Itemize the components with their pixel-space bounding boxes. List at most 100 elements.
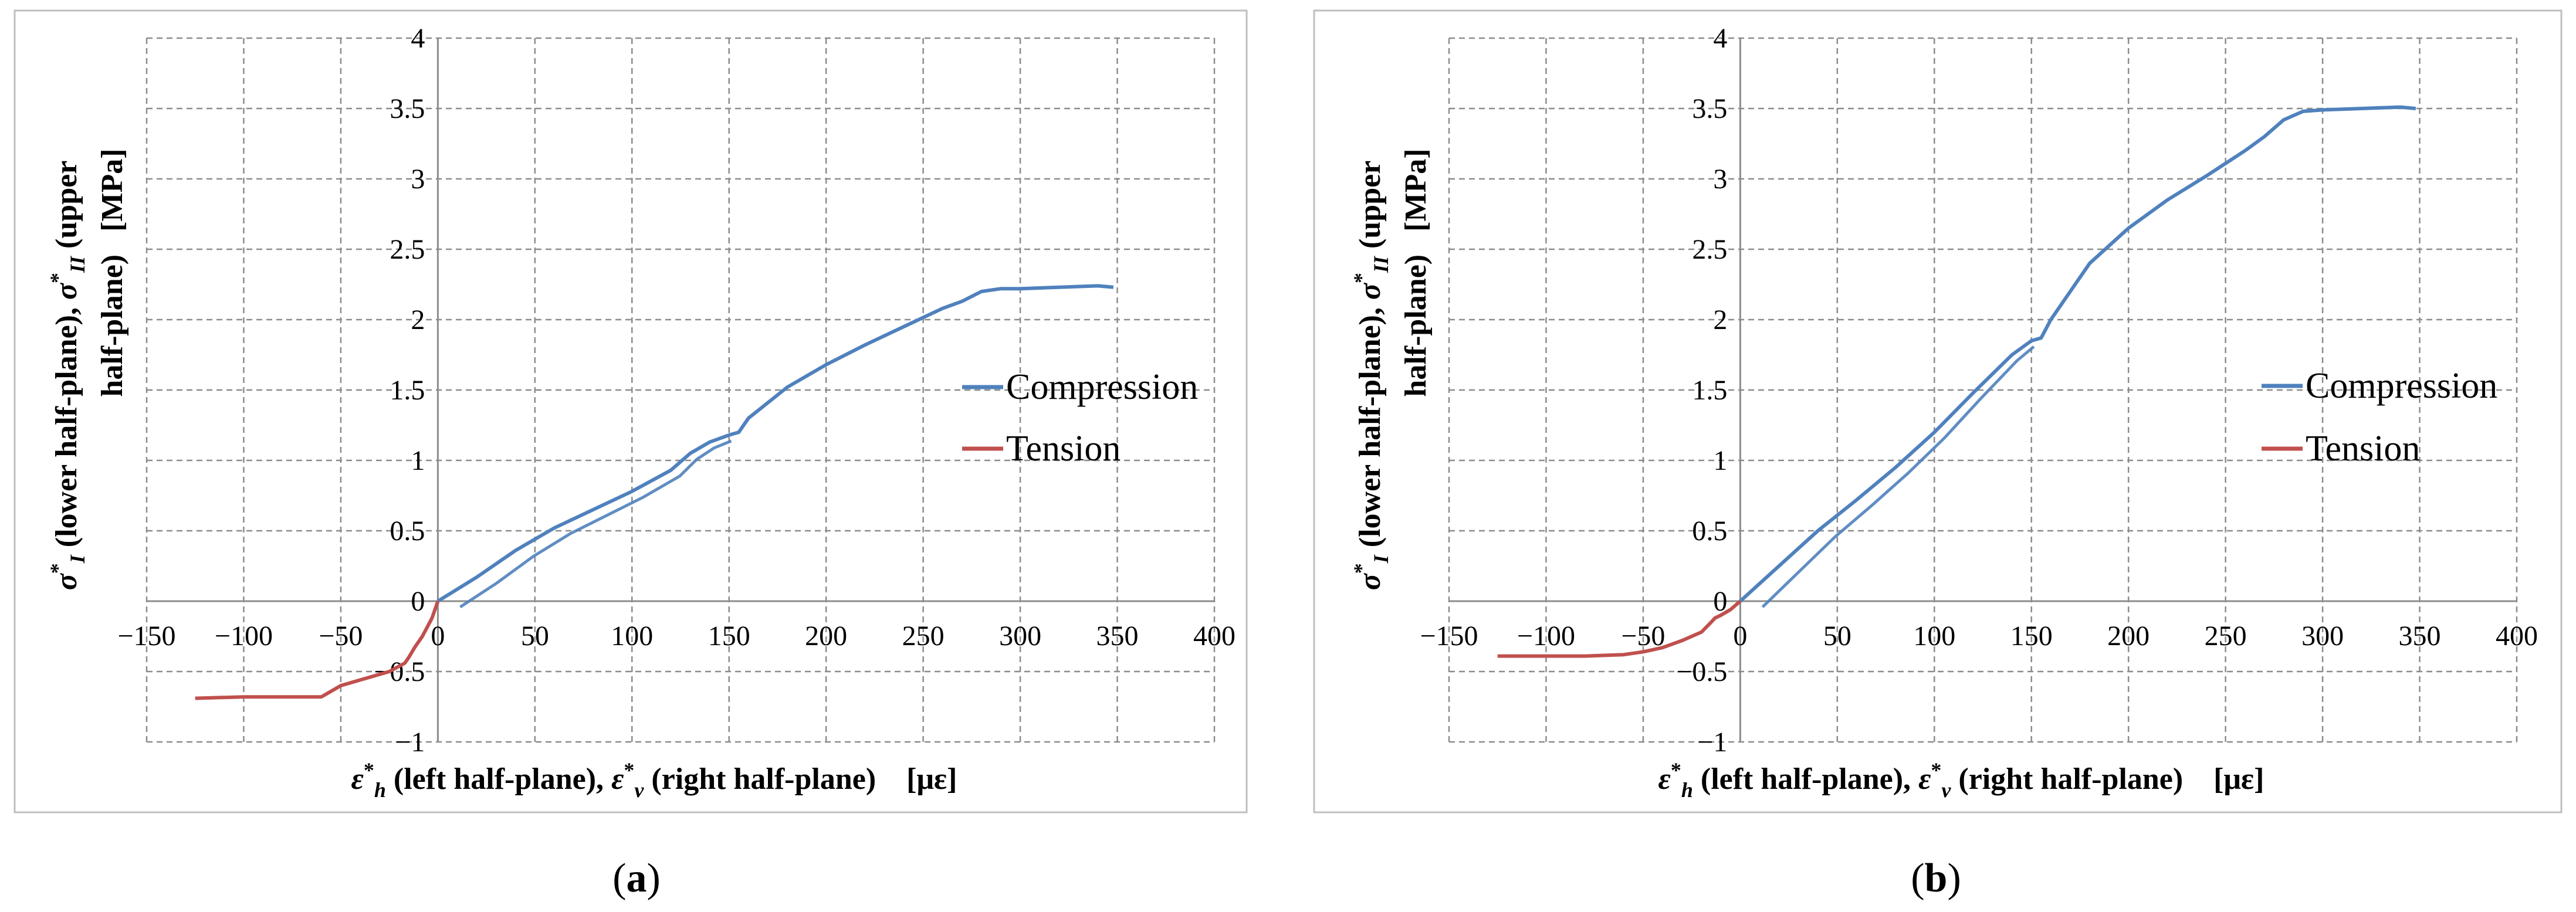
y-axis-title: σ*I (lower half-plane), σ*II (upperhalf-… [46, 148, 129, 590]
x-tick-label: 150 [708, 621, 750, 652]
x-tick-label: 100 [1913, 621, 1955, 652]
legend-label-compression: Compression [2306, 366, 2497, 406]
chart-frame [13, 9, 1248, 813]
panel-label-paren: ) [647, 856, 661, 901]
y-axis-subscript: II [66, 255, 89, 273]
x-tick-label: 300 [2301, 621, 2344, 652]
y-axis-unit: [MPa] [96, 148, 129, 254]
x-tick-label: 100 [611, 621, 653, 652]
y-axis-superscript: * [46, 563, 69, 574]
panel-label-paren: ) [1947, 856, 1961, 901]
y-tick-label: −1 [1697, 727, 1727, 758]
panel-label-paren: ( [612, 856, 626, 901]
x-axis-superscript: * [624, 758, 634, 782]
y-tick-label: 1 [1713, 445, 1727, 476]
y-axis-title-line2: half-plane) [MPa] [96, 148, 129, 396]
chart-panel-a: −150 −100 −50 0 50 100 150 200 250 300 350 400 −1 −0.… [13, 9, 1248, 901]
x-axis-unit: [με] [876, 762, 957, 796]
series-line-tension [195, 601, 440, 700]
x-tick-label: −50 [319, 621, 363, 652]
y-axis-unit: [MPa] [1399, 148, 1433, 254]
y-axis-subscript: II [1369, 255, 1393, 273]
x-tick-label: 200 [2107, 621, 2150, 652]
x-tick-label: −100 [1517, 621, 1575, 652]
x-axis-superscript: * [1671, 758, 1681, 782]
series-line-compression [436, 284, 1114, 603]
x-axis-title: ε*h (left half-plane), ε*v (right half-p… [351, 758, 957, 802]
y-axis-title-line1: σ*I (lower half-plane), σ*II (upper [1349, 161, 1393, 591]
y-axis-title-line1: σ*I (lower half-plane), σ*II (upper [46, 161, 89, 591]
x-axis-symbol: ε [1918, 762, 1931, 796]
y-axis-text: (upper [50, 161, 83, 256]
y-axis-text: half-plane) [96, 255, 129, 397]
x-axis-text: (right half-plane) [1951, 762, 2183, 796]
x-axis-subscript: v [634, 778, 644, 802]
y-axis-text: (lower half-plane), [50, 300, 83, 555]
legend-label-compression: Compression [1006, 367, 1198, 407]
y-axis-superscript: * [1349, 273, 1373, 283]
y-axis-symbol: σ [50, 282, 83, 300]
x-tick-label: 50 [1823, 621, 1851, 652]
y-axis-symbol: σ [1353, 572, 1387, 590]
x-axis-unit: [με] [2183, 762, 2264, 796]
x-axis-text: (left half-plane), [386, 762, 611, 796]
x-tick-label: 0 [1733, 621, 1747, 652]
x-axis-text: (left half-plane), [1693, 762, 1918, 796]
y-axis-superscript: * [46, 273, 69, 283]
panel-label-paren: ( [1911, 856, 1924, 901]
series-hysteresis-compression [1761, 345, 2035, 608]
x-tick-label: 400 [1193, 621, 1235, 652]
y-axis-symbol: σ [1353, 282, 1387, 300]
y-axis-text: (upper [1353, 161, 1387, 256]
y-tick-label: −1 [395, 727, 425, 758]
y-tick-label: 1.5 [390, 375, 425, 406]
legend-label-tension: Tension [1006, 429, 1121, 469]
series-line-tension [1497, 599, 1742, 658]
y-tick-label: 4 [411, 23, 425, 54]
x-tick-label: 300 [999, 621, 1041, 652]
x-axis-superscript: * [364, 758, 374, 782]
y-axis-symbol: σ [50, 572, 83, 590]
x-tick-label: −150 [1420, 621, 1478, 652]
y-tick-label: 3 [1713, 164, 1727, 195]
series-hysteresis-compression [459, 439, 732, 609]
x-axis-subscript: h [1681, 778, 1693, 802]
y-axis-text: (lower half-plane), [1353, 300, 1387, 555]
x-tick-label: −100 [215, 621, 273, 652]
x-tick-label: −50 [1621, 621, 1665, 652]
y-tick-label: 0 [411, 586, 425, 617]
y-axis-superscript: * [1349, 563, 1373, 574]
legend-label-tension: Tension [2306, 429, 2420, 469]
x-axis-title: ε*h (left half-plane), ε*v (right half-p… [1658, 758, 2264, 802]
y-axis-title: σ*I (lower half-plane), σ*II (upperhalf-… [1349, 148, 1433, 590]
x-axis-text: (right half-plane) [644, 762, 876, 796]
y-tick-label: 1 [411, 445, 425, 476]
y-axis-title-line2: half-plane) [MPa] [1399, 148, 1433, 396]
panel-label: (a) [612, 856, 661, 901]
x-tick-label: 350 [1096, 621, 1139, 652]
y-tick-label: 3.5 [1692, 93, 1727, 124]
panel-label: (b) [1911, 856, 1961, 901]
y-tick-label: −0.5 [374, 656, 425, 687]
x-axis-symbol: ε [1658, 762, 1671, 796]
x-tick-label: −150 [117, 621, 175, 652]
y-tick-label: 2.5 [1692, 234, 1727, 265]
chart-frame [1313, 9, 2563, 813]
x-axis-symbol: ε [611, 762, 624, 796]
x-tick-label: 250 [2205, 621, 2247, 652]
x-tick-label: 400 [2496, 621, 2538, 652]
x-tick-label: 0 [431, 621, 445, 652]
y-axis-subscript: I [1369, 554, 1393, 564]
y-tick-label: 0.5 [390, 516, 425, 547]
x-axis-subscript: v [1941, 778, 1951, 802]
y-tick-label: 3 [411, 164, 425, 195]
x-axis-symbol: ε [351, 762, 364, 796]
y-tick-label: 2 [411, 304, 425, 335]
y-tick-label: 2 [1713, 304, 1727, 335]
y-tick-label: 4 [1713, 23, 1727, 54]
x-axis-superscript: * [1931, 758, 1941, 782]
x-tick-label: 200 [805, 621, 847, 652]
panel-label-letter: b [1925, 856, 1948, 901]
